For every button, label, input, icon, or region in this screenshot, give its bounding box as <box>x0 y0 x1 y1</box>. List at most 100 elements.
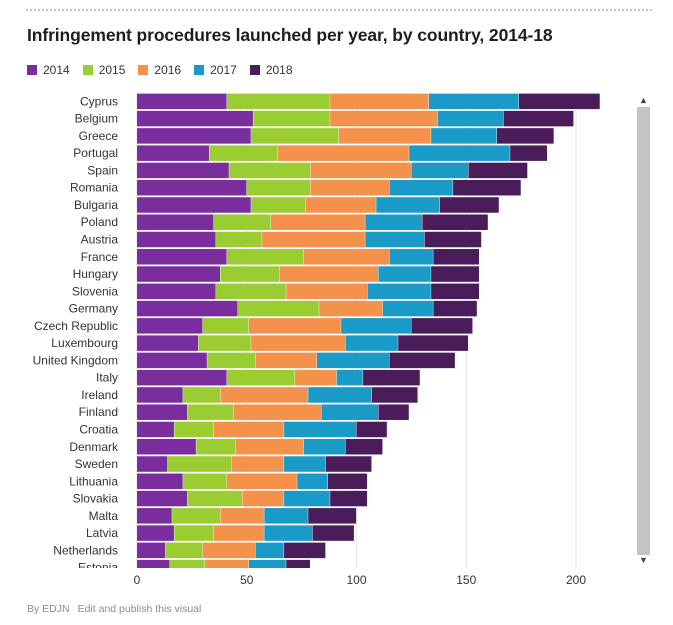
bar-segment[interactable]: Poland 2016: 43 <box>270 214 365 230</box>
bar-segment[interactable]: Finland 2018: 14 <box>378 404 409 420</box>
bar-segment[interactable]: Estonia 2018: 11 <box>286 559 311 576</box>
bar-segment[interactable]: Malta 2017: 20 <box>264 508 308 524</box>
bar-segment[interactable]: Finland 2016: 40 <box>233 404 321 420</box>
bar-segment[interactable]: Latvia 2015: 18 <box>174 525 214 541</box>
bar-segment[interactable]: France 2015: 35 <box>226 249 304 265</box>
bar-segment[interactable]: Croatia 2015: 18 <box>174 421 214 438</box>
bar-segment[interactable]: Estonia 2015: 16 <box>169 559 205 576</box>
bar-segment[interactable]: Lithuania 2015: 20 <box>183 473 227 490</box>
bar-segment[interactable]: Lithuania 2014: 21 <box>137 473 183 490</box>
bar-segment[interactable]: Denmark 2014: 27 <box>137 439 196 455</box>
chart-scrollbar[interactable]: ▲ ▼ <box>636 93 651 568</box>
bar-segment[interactable]: Sweden 2018: 21 <box>325 456 372 472</box>
bar-segment[interactable]: Bulgaria 2017: 29 <box>376 197 440 213</box>
bar-segment[interactable]: France 2018: 21 <box>433 249 480 265</box>
bar-segment[interactable]: Austria 2017: 27 <box>365 231 425 248</box>
bar-segment[interactable]: United Kingdom 2016: 28 <box>255 352 317 369</box>
bar-segment[interactable]: Finland 2014: 23 <box>137 404 188 420</box>
bar-segment[interactable]: Austria 2018: 26 <box>424 231 482 248</box>
bar-segment[interactable]: Malta 2018: 22 <box>308 508 357 524</box>
bar-segment[interactable]: Luxembourg 2016: 43 <box>251 335 346 351</box>
bar-segment[interactable]: Romania 2016: 36 <box>310 179 390 196</box>
bar-segment[interactable]: Poland 2018: 30 <box>422 214 488 230</box>
bar-segment[interactable]: Belgium 2014: 53 <box>137 110 253 127</box>
bar-segment[interactable]: Italy 2015: 31 <box>226 369 295 386</box>
bar-segment[interactable]: Ireland 2014: 21 <box>137 387 183 403</box>
bar-segment[interactable]: France 2016: 39 <box>303 249 390 265</box>
bar-segment[interactable]: Spain 2017: 26 <box>411 162 469 179</box>
bar-segment[interactable]: Slovakia 2015: 25 <box>187 490 242 507</box>
bar-segment[interactable]: Ireland 2018: 21 <box>371 387 418 403</box>
bar-segment[interactable]: Denmark 2017: 19 <box>303 439 346 455</box>
bar-segment[interactable]: Czech Republic 2014: 30 <box>137 318 203 334</box>
bar-segment[interactable]: Greece 2016: 42 <box>338 128 431 144</box>
bar-segment[interactable]: Slovakia 2018: 17 <box>330 490 368 507</box>
bar-segment[interactable]: France 2014: 41 <box>137 249 227 265</box>
bar-segment[interactable]: Luxembourg 2015: 24 <box>198 335 251 351</box>
legend-item-2017[interactable]: 2017 <box>194 63 237 77</box>
bar-segment[interactable]: Croatia 2018: 14 <box>356 421 387 438</box>
bar-segment[interactable]: Bulgaria 2014: 52 <box>137 197 251 213</box>
bar-segment[interactable]: Portugal 2018: 17 <box>510 145 548 161</box>
bar-segment[interactable]: Slovakia 2014: 23 <box>137 490 188 507</box>
bar-segment[interactable]: Sweden 2017: 19 <box>284 456 326 472</box>
legend-item-2014[interactable]: 2014 <box>27 63 70 77</box>
bar-segment[interactable]: Slovakia 2016: 19 <box>242 490 284 507</box>
bar-segment[interactable]: Netherlands 2015: 17 <box>165 542 203 559</box>
bar-segment[interactable]: Belgium 2018: 32 <box>503 110 574 127</box>
bar-segment[interactable]: Greece 2014: 52 <box>137 128 251 144</box>
bar-segment[interactable]: United Kingdom 2017: 33 <box>316 352 390 369</box>
legend-item-2018[interactable]: 2018 <box>249 63 293 77</box>
bar-segment[interactable]: Cyprus 2018: 37 <box>518 93 600 110</box>
bar-segment[interactable]: Czech Republic 2015: 21 <box>202 318 249 334</box>
bar-segment[interactable]: Portugal 2015: 31 <box>209 145 278 161</box>
bar-segment[interactable]: Spain 2018: 27 <box>468 162 528 179</box>
bar-segment[interactable]: Bulgaria 2015: 25 <box>251 197 306 213</box>
bar-segment[interactable]: Hungary 2017: 24 <box>378 266 431 282</box>
bar-segment[interactable]: Sweden 2016: 24 <box>231 456 284 472</box>
bar-segment[interactable]: Finland 2017: 26 <box>321 404 379 420</box>
bar-segment[interactable]: Italy 2017: 12 <box>336 369 363 386</box>
bar-segment[interactable]: Sweden 2014: 14 <box>137 456 168 472</box>
bar-segment[interactable]: United Kingdom 2018: 30 <box>389 352 455 369</box>
bar-segment[interactable]: Portugal 2016: 60 <box>277 145 409 161</box>
bar-segment[interactable]: Bulgaria 2016: 32 <box>306 197 376 213</box>
bar-segment[interactable]: Lithuania 2017: 14 <box>297 473 328 490</box>
bar-segment[interactable]: Lithuania 2016: 32 <box>226 473 297 490</box>
bar-segment[interactable]: Romania 2014: 50 <box>137 179 247 196</box>
bar-segment[interactable]: Finland 2015: 21 <box>187 404 234 420</box>
bar-segment[interactable]: Cyprus 2014: 41 <box>137 93 227 110</box>
bar-segment[interactable]: Hungary 2015: 27 <box>220 266 280 282</box>
bar-segment[interactable]: United Kingdom 2015: 22 <box>207 352 256 369</box>
bar-segment[interactable]: Spain 2014: 42 <box>137 162 229 179</box>
bar-segment[interactable]: Romania 2017: 29 <box>389 179 453 196</box>
bar-segment[interactable]: Slovenia 2015: 32 <box>216 283 286 300</box>
bar-segment[interactable]: Netherlands 2017: 13 <box>255 542 284 559</box>
bar-segment[interactable]: Italy 2016: 19 <box>295 369 337 386</box>
bar-segment[interactable]: Netherlands 2014: 13 <box>137 542 166 559</box>
bar-segment[interactable]: Cyprus 2016: 45 <box>330 93 429 110</box>
bar-segment[interactable]: Latvia 2016: 23 <box>213 525 264 541</box>
bar-segment[interactable]: Belgium 2016: 49 <box>330 110 438 127</box>
bar-segment[interactable]: Latvia 2017: 22 <box>264 525 313 541</box>
bar-segment[interactable]: Italy 2014: 41 <box>137 369 227 386</box>
bar-segment[interactable]: Romania 2015: 29 <box>246 179 311 196</box>
bar-segment[interactable]: Estonia 2014: 15 <box>137 559 170 576</box>
bar-segment[interactable]: Austria 2016: 47 <box>262 231 365 248</box>
bar-segment[interactable]: Netherlands 2018: 19 <box>284 542 326 559</box>
bar-segment[interactable]: Malta 2014: 16 <box>137 508 172 524</box>
bar-segment[interactable]: Poland 2015: 26 <box>213 214 271 230</box>
bar-segment[interactable]: Spain 2016: 46 <box>310 162 411 179</box>
bar-segment[interactable]: Slovenia 2016: 37 <box>286 283 368 300</box>
bar-segment[interactable]: Portugal 2014: 33 <box>137 145 210 161</box>
chevron-down-icon[interactable]: ▼ <box>639 555 648 565</box>
bar-segment[interactable]: Croatia 2014: 17 <box>137 421 174 438</box>
bar-segment[interactable]: Malta 2016: 20 <box>220 508 264 524</box>
bar-segment[interactable]: Bulgaria 2018: 27 <box>439 197 499 213</box>
chevron-up-icon[interactable]: ▲ <box>639 95 648 105</box>
bar-segment[interactable]: Czech Republic 2016: 42 <box>248 318 341 334</box>
bar-segment[interactable]: Austria 2015: 21 <box>216 231 262 248</box>
bar-segment[interactable]: Hungary 2016: 45 <box>279 266 379 282</box>
bar-segment[interactable]: Denmark 2016: 31 <box>235 439 304 455</box>
bar-segment[interactable]: Slovenia 2017: 29 <box>367 283 431 300</box>
